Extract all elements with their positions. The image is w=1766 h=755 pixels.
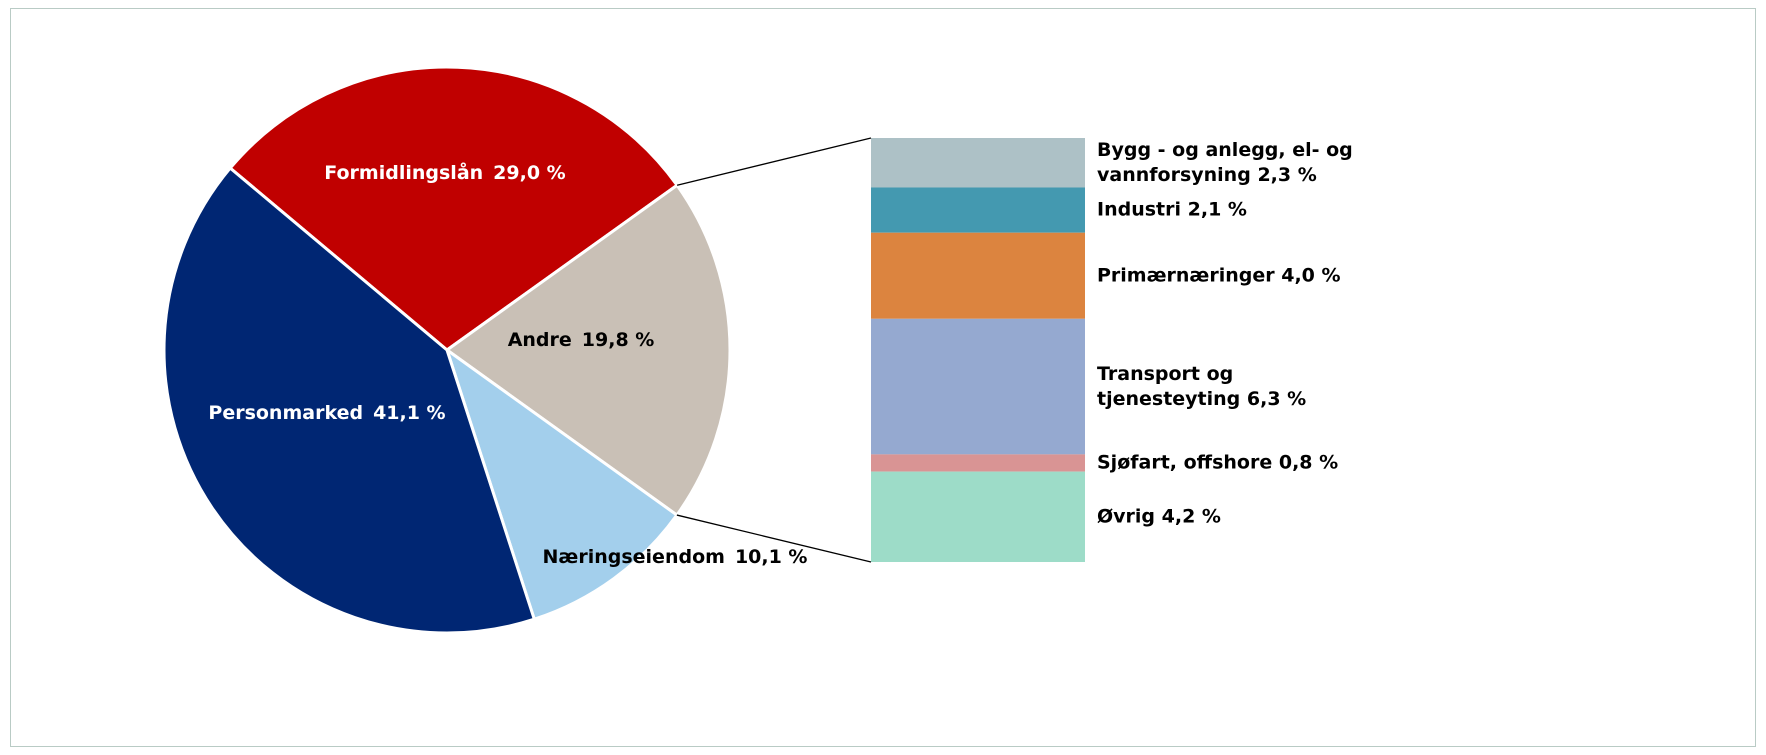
bar-name: Primærnæringer [1097,264,1275,287]
bar-value: 4,2 % [1161,505,1221,528]
connector [676,514,872,563]
slice-label: Personmarked 41,1 % [208,402,445,424]
slice-label: Formidlingslån 29,0 % [324,160,565,184]
bar-value: 6,3 % [1246,387,1307,410]
bar-label: Øvrig 4,2 % [1097,504,1397,529]
slice-name: Personmarked [208,402,363,424]
slice-value: 41,1 % [373,402,446,424]
bar-segment [871,232,1085,319]
pie-slice [162,165,537,635]
bar-segment [871,471,1085,562]
bar-name: Industri [1097,198,1181,221]
bar-label: Industri 2,1 % [1097,198,1377,223]
bar-segment [871,318,1085,455]
bar-segment [871,187,1085,233]
pie-slice [444,183,732,518]
slice-value: 19,8 % [582,329,655,351]
slice-name: Næringseiendom [543,546,725,568]
slice-name: Formidlingslån [324,160,483,184]
bar-name: Bygg - og anlegg, el- og vannforsyning [1097,138,1353,186]
slice-name: Andre [508,329,572,351]
bar-name: Sjøfart, offshore [1097,451,1273,474]
bar-name: Øvrig [1097,505,1156,528]
bar-name: Transport og tjenesteyting [1097,362,1241,410]
bar-segment [871,138,1085,188]
bar-label: Bygg - og anlegg, el- og vannforsyning 2… [1097,138,1377,188]
slice-value: 29,0 % [493,162,566,184]
bar-value: 2,3 % [1257,163,1317,186]
bar-label: Sjøfart, offshore 0,8 % [1097,450,1397,475]
slice-label: Næringseiendom 10,1 % [543,546,808,568]
bar-label: Primærnæringer 4,0 % [1097,263,1397,288]
bar-value: 2,1 % [1187,198,1247,221]
pie-slice [228,65,680,352]
bar-value: 4,0 % [1281,264,1341,287]
connector [676,137,872,186]
bar-label: Transport og tjenesteyting 6,3 % [1097,362,1337,412]
slice-label: Andre 19,8 % [508,329,655,351]
bar-value: 0,8 % [1278,451,1339,474]
pie-slice [444,346,679,622]
bar-segment [871,454,1085,472]
slice-value: 10,1 % [735,546,808,568]
frame [10,8,1756,747]
